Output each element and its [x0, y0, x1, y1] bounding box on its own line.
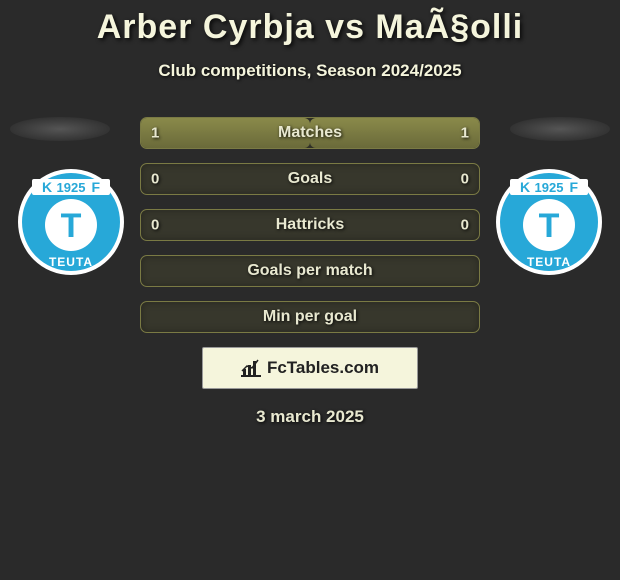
- brand-box[interactable]: FcTables.com: [202, 347, 418, 389]
- stat-value-left: 1: [151, 125, 159, 142]
- club-badge-right: K 1925 F T TEUTA: [496, 169, 602, 275]
- stats-table: Matches 1 1 Goals 0 0 Hattricks 0 0 Goals per mat…: [140, 117, 480, 333]
- svg-text:F: F: [569, 179, 578, 195]
- stat-row: Min per goal: [140, 301, 480, 333]
- stat-label: Matches: [278, 124, 342, 142]
- svg-text:T: T: [539, 207, 560, 245]
- stat-label: Goals: [288, 170, 332, 188]
- player-shadow-left: [10, 117, 110, 141]
- date-label: 3 march 2025: [0, 407, 620, 427]
- svg-text:K: K: [520, 179, 530, 195]
- stat-value-left: 0: [151, 217, 159, 234]
- page-title: Arber Cyrbja vs MaÃ§olli: [0, 8, 620, 47]
- player-shadow-right: [510, 117, 610, 141]
- comparison-widget: Arber Cyrbja vs MaÃ§olli Club competitio…: [0, 0, 620, 427]
- main-area: K 1925 F T TEUTA K 1925 F T TEUTA Matche…: [0, 117, 620, 427]
- stat-label: Goals per match: [247, 262, 372, 280]
- svg-text:T: T: [61, 207, 82, 245]
- stat-value-right: 0: [461, 171, 469, 188]
- stat-row: Goals 0 0: [140, 163, 480, 195]
- stat-value-right: 1: [461, 125, 469, 142]
- stat-label: Min per goal: [263, 308, 357, 326]
- subtitle: Club competitions, Season 2024/2025: [0, 61, 620, 81]
- brand-label: FcTables.com: [267, 358, 379, 378]
- stat-row: Matches 1 1: [140, 117, 480, 149]
- stat-value-left: 0: [151, 171, 159, 188]
- chart-icon: [241, 359, 261, 377]
- stat-row: Hattricks 0 0: [140, 209, 480, 241]
- svg-text:1925: 1925: [57, 180, 86, 195]
- stat-label: Hattricks: [276, 216, 344, 234]
- svg-text:TEUTA: TEUTA: [527, 255, 571, 269]
- club-badge-left: K 1925 F T TEUTA: [18, 169, 124, 275]
- stat-value-right: 0: [461, 217, 469, 234]
- stat-row: Goals per match: [140, 255, 480, 287]
- svg-text:1925: 1925: [535, 180, 564, 195]
- svg-text:TEUTA: TEUTA: [49, 255, 93, 269]
- svg-text:K: K: [42, 179, 52, 195]
- svg-text:F: F: [91, 179, 100, 195]
